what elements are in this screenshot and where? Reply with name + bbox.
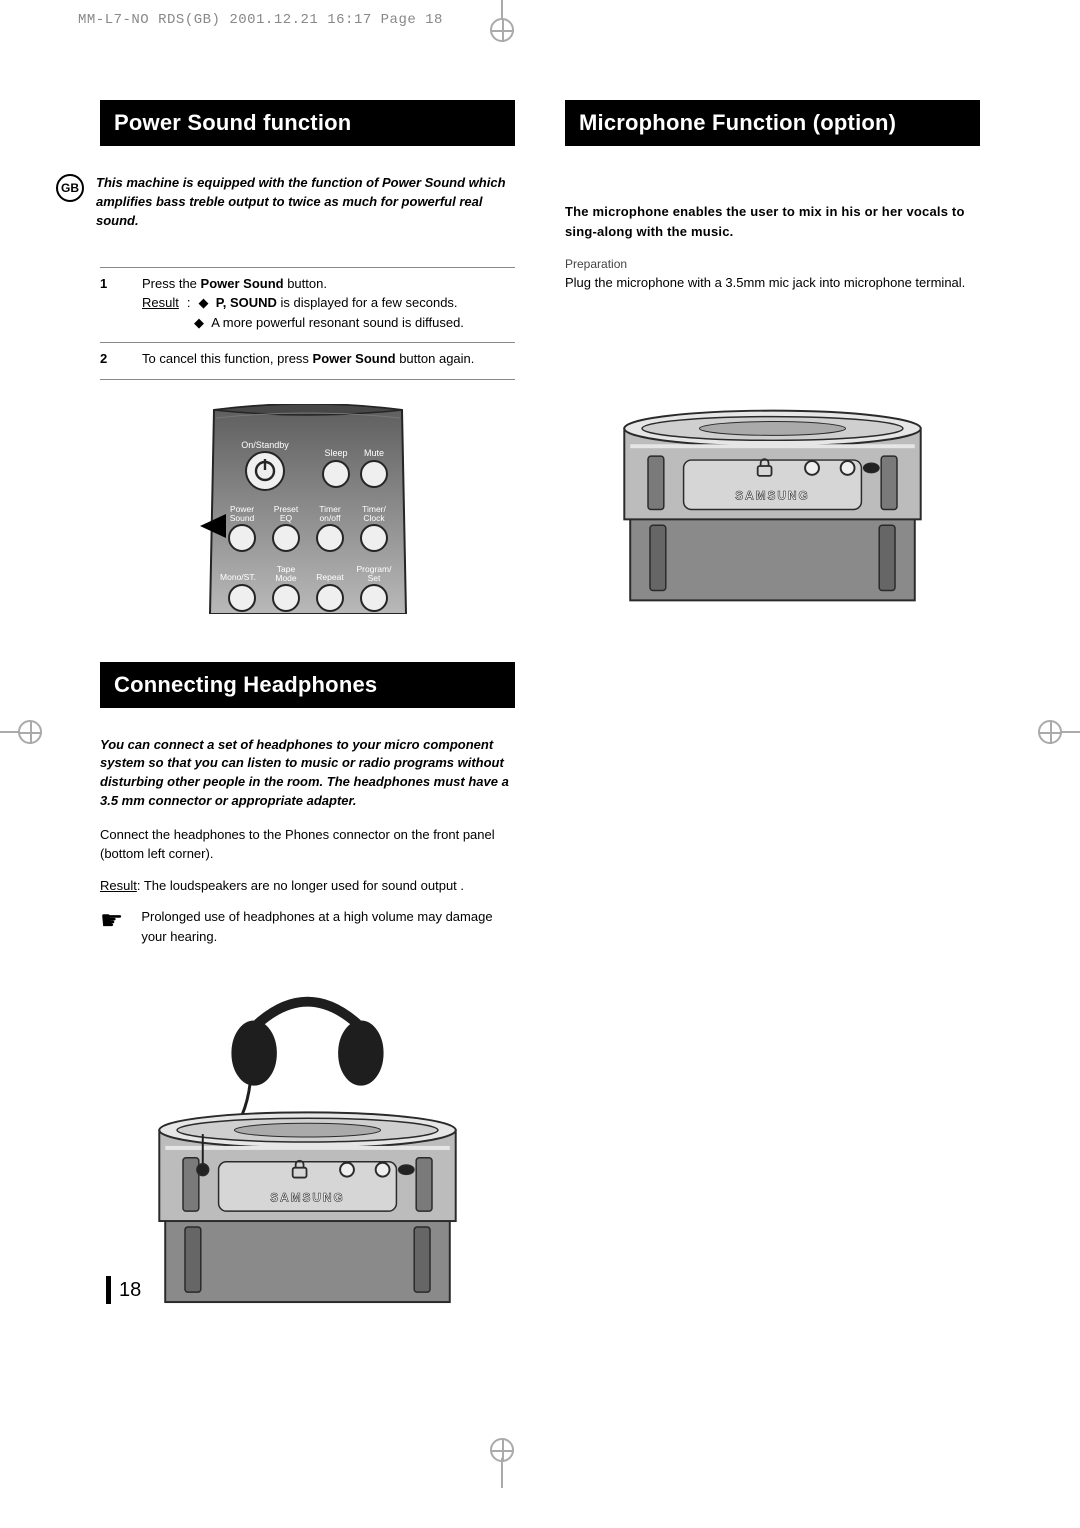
power-sound-steps: 1 Press the Power Sound button. Result: … bbox=[100, 267, 515, 380]
remote-label-repeat: Repeat bbox=[316, 572, 344, 582]
remote-label-timer2: on/off bbox=[319, 513, 341, 523]
result-b1b: is displayed for a few seconds. bbox=[277, 295, 458, 310]
microphone-intro: The microphone enables the user to mix i… bbox=[565, 202, 980, 241]
power-sound-header: Power Sound function bbox=[100, 100, 515, 146]
step1-text-c: button. bbox=[284, 276, 327, 291]
page-number-value: 18 bbox=[119, 1279, 141, 1302]
device-brand: SAMSUNG bbox=[735, 488, 809, 502]
remote-label-programset2: Set bbox=[367, 573, 380, 583]
device-brand: SAMSUNG bbox=[270, 1191, 344, 1205]
step2-text-c: button again. bbox=[396, 351, 475, 366]
colon: : bbox=[187, 293, 191, 313]
result-b2: A more powerful resonant sound is diffus… bbox=[211, 315, 464, 330]
headphones-header: Connecting Headphones bbox=[100, 662, 515, 708]
note-icon: ☛ bbox=[100, 907, 123, 933]
step-number: 2 bbox=[100, 349, 114, 369]
crop-mark-bottom bbox=[490, 1438, 514, 1488]
step1-text-b: Power Sound bbox=[201, 276, 284, 291]
step-body: Press the Power Sound button. Result: ◆ … bbox=[142, 274, 464, 333]
remote-label-mute: Mute bbox=[363, 448, 383, 458]
preparation-label: Preparation bbox=[565, 257, 980, 271]
microphone-header: Microphone Function (option) bbox=[565, 100, 980, 146]
gb-badge: GB bbox=[56, 174, 84, 202]
headphones-note: Prolonged use of headphones at a high vo… bbox=[141, 907, 515, 946]
remote-label-tapemode2: Mode bbox=[275, 573, 297, 583]
remote-label-preseteq2: EQ bbox=[279, 513, 292, 523]
crop-mark-top bbox=[490, 0, 514, 50]
headphones-body: Connect the headphones to the Phones con… bbox=[100, 825, 515, 864]
remote-label-monost: Mono/ST. bbox=[220, 572, 256, 582]
headphones-intro: You can connect a set of headphones to y… bbox=[100, 736, 515, 811]
headphone-device-figure: SAMSUNG bbox=[100, 976, 515, 1312]
step-number: 1 bbox=[100, 274, 114, 333]
print-job-header: MM-L7-NO RDS(GB) 2001.12.21 16:17 Page 1… bbox=[78, 12, 443, 28]
step1-text-a: Press the bbox=[142, 276, 201, 291]
page-number: 18 bbox=[106, 1276, 141, 1304]
remote-label-onstandby: On/Standby bbox=[241, 440, 289, 450]
step2-text-a: To cancel this function, press bbox=[142, 351, 313, 366]
step-body: To cancel this function, press Power Sou… bbox=[142, 349, 474, 369]
remote-label-timerclock2: Clock bbox=[363, 513, 385, 523]
preparation-text: Plug the microphone with a 3.5mm mic jac… bbox=[565, 273, 980, 293]
crop-mark-right bbox=[1030, 720, 1080, 744]
result-label: Result bbox=[142, 293, 179, 313]
remote-label-sleep: Sleep bbox=[324, 448, 347, 458]
remote-figure: On/Standby Sleep Mute Power Sound Preset… bbox=[168, 404, 448, 614]
headphones-result-label: Result bbox=[100, 878, 137, 893]
mic-device-figure: SAMSUNG bbox=[565, 383, 980, 610]
remote-label-powersound2: Sound bbox=[229, 513, 254, 523]
headphones-result-text: : The loudspeakers are no longer used fo… bbox=[137, 878, 464, 893]
power-sound-intro: This machine is equipped with the functi… bbox=[96, 174, 515, 231]
result-b1a: P, SOUND bbox=[216, 295, 277, 310]
step2-text-b: Power Sound bbox=[313, 351, 396, 366]
crop-mark-left bbox=[0, 720, 50, 744]
